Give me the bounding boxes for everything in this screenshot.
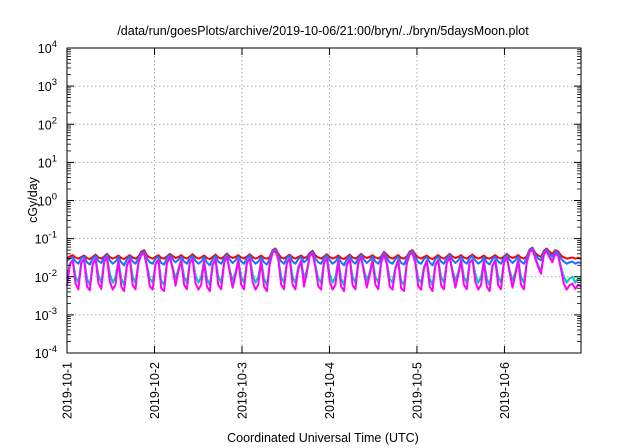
x-tick-label: 2019-10-2 bbox=[148, 362, 162, 419]
y-tick-label: 104 bbox=[38, 39, 57, 56]
y-tick-label: 100 bbox=[38, 192, 57, 209]
x-tick-label: 2019-10-1 bbox=[61, 362, 75, 419]
x-tick-label: 2019-10-3 bbox=[235, 362, 249, 419]
chart-title: /data/run/goesPlots/archive/2019-10-06/2… bbox=[117, 24, 529, 38]
y-tick-label: 10-3 bbox=[35, 306, 57, 323]
x-tick-label: 2019-10-4 bbox=[323, 362, 337, 419]
series-lines bbox=[66, 246, 582, 293]
y-tick-label: 10-1 bbox=[35, 230, 57, 247]
y-tick-label: 103 bbox=[38, 77, 57, 94]
x-tick-label: 2019-10-6 bbox=[498, 362, 512, 419]
series-line bbox=[66, 248, 582, 293]
grid bbox=[67, 48, 581, 353]
y-axis-ticks: 10-4 10-3 10-2 10-1 100 101 102 103 104 bbox=[35, 39, 581, 361]
y-tick-label: 10-2 bbox=[35, 268, 57, 285]
x-axis-label: Coordinated Universal Time (UTC) bbox=[227, 431, 419, 445]
y-tick-label: 102 bbox=[38, 115, 57, 132]
x-tick-label: 2019-10-5 bbox=[410, 362, 424, 419]
y-axis-label: cGy/day bbox=[26, 176, 40, 223]
series-line bbox=[66, 247, 582, 267]
y-tick-label: 101 bbox=[38, 153, 57, 170]
y-tick-label: 10-4 bbox=[35, 344, 57, 361]
x-axis-ticks: 2019-10-1 2019-10-2 2019-10-3 2019-10-4 2019… bbox=[61, 48, 512, 419]
series-line bbox=[66, 246, 582, 261]
